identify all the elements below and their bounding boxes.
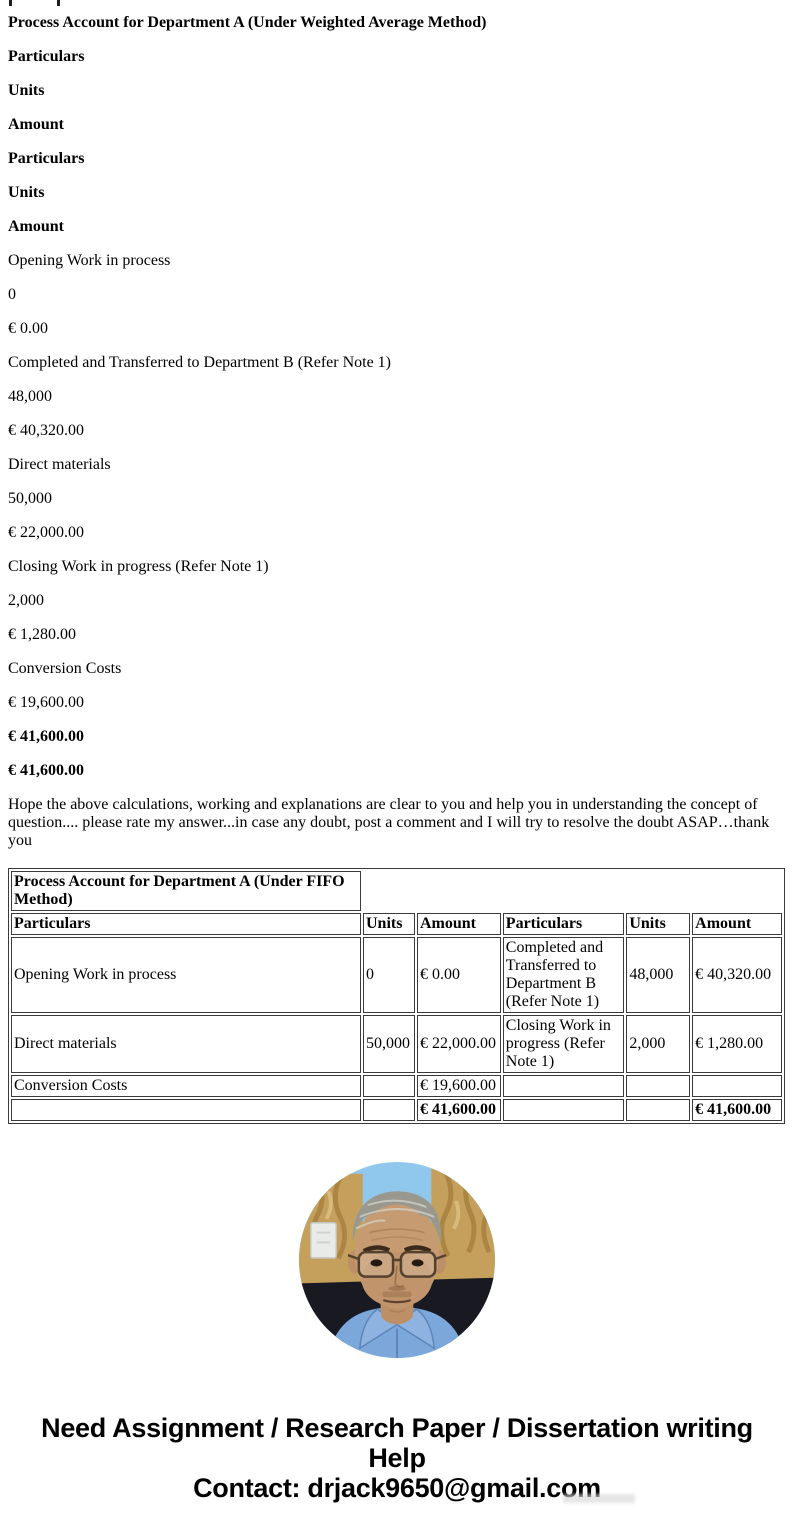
cell: 2,000 [626,1015,691,1073]
table-row: Direct materials 50,000 € 22,000.00 Clos… [11,1015,782,1073]
weighted-average-section: Process Account for Department A (Under … [8,14,786,850]
wa-line: Completed and Transferred to Department … [8,354,392,371]
cell: 50,000 [363,1015,415,1073]
wa-line: € 19,600.00 [8,694,84,711]
clipped-text-remnant [9,0,12,6]
cell: Completed and Transferred to Department … [502,937,625,1013]
wa-line: € 1,280.00 [8,626,76,643]
footer-contact-text: Contact: drjack9650@gmail.com [193,1473,601,1503]
empty-cell [363,871,782,911]
instructor-photo [299,1162,495,1358]
wa-line: Closing Work in progress (Refer Note 1) [8,558,269,575]
wa-line: 50,000 [8,490,52,507]
col-header: Amount [692,913,782,935]
wa-col-header: Particulars [8,48,85,65]
col-header: Units [626,913,691,935]
cell [502,1099,625,1121]
cell [363,1099,415,1121]
wa-line: 48,000 [8,388,52,405]
cell: € 40,320.00 [692,937,782,1013]
faint-watermark [563,1494,635,1503]
wa-line: 0 [8,286,16,303]
wa-section-title: Process Account for Department A (Under … [8,14,487,31]
fifo-table-title: Process Account for Department A (Under … [11,871,361,911]
wa-total-line: € 41,600.00 [8,762,84,779]
instructor-avatar [8,1162,786,1363]
total-cell: € 41,600.00 [416,1099,501,1121]
wa-col-header: Units [8,82,45,99]
cell: Direct materials [11,1015,361,1073]
cell: € 22,000.00 [416,1015,501,1073]
cell [502,1075,625,1097]
cell: € 19,600.00 [416,1075,501,1097]
cell: Opening Work in process [11,937,361,1013]
cell: Closing Work in progress (Refer Note 1) [502,1015,625,1073]
wa-line: Opening Work in process [8,252,171,269]
closing-note: Hope the above calculations, working and… [8,796,770,849]
cell: 48,000 [626,937,691,1013]
wa-col-header: Amount [8,218,65,235]
cell: € 1,280.00 [692,1015,782,1073]
wa-total-line: € 41,600.00 [8,728,84,745]
total-cell: € 41,600.00 [692,1099,782,1121]
table-row: Process Account for Department A (Under … [11,871,782,911]
clipped-text-remnant [57,0,60,6]
col-header: Amount [416,913,501,935]
table-header-row: Particulars Units Amount Particulars Uni… [11,913,782,935]
wa-col-header: Units [8,184,45,201]
wa-line: € 22,000.00 [8,524,84,541]
table-total-row: € 41,600.00 € 41,600.00 [11,1099,782,1121]
footer-banner: Need Assignment / Research Paper / Disse… [25,1413,770,1503]
table-row: Opening Work in process 0 € 0.00 Complet… [11,937,782,1013]
wa-col-header: Amount [8,116,65,133]
wa-line: Conversion Costs [8,660,122,677]
cell [626,1075,691,1097]
wa-line: € 40,320.00 [8,422,84,439]
cell [692,1075,782,1097]
col-header: Units [363,913,415,935]
cell: € 0.00 [416,937,501,1013]
cell: Conversion Costs [11,1075,361,1097]
wa-col-header: Particulars [8,150,85,167]
cell [363,1075,415,1097]
cell [626,1099,691,1121]
fifo-table: Process Account for Department A (Under … [8,868,785,1124]
table-row: Conversion Costs € 19,600.00 [11,1075,782,1097]
cell [11,1099,361,1121]
footer-help-text: Need Assignment / Research Paper / Disse… [41,1413,753,1473]
cell: 0 [363,937,415,1013]
wa-line: € 0.00 [8,320,48,337]
col-header: Particulars [502,913,625,935]
wa-line: Direct materials [8,456,111,473]
wa-line: 2,000 [8,592,44,609]
col-header: Particulars [11,913,361,935]
